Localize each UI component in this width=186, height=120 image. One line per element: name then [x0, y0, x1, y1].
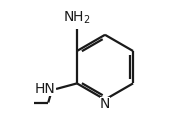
Text: N: N: [100, 97, 110, 111]
Text: HN: HN: [35, 82, 55, 96]
Text: NH$_2$: NH$_2$: [63, 9, 91, 26]
